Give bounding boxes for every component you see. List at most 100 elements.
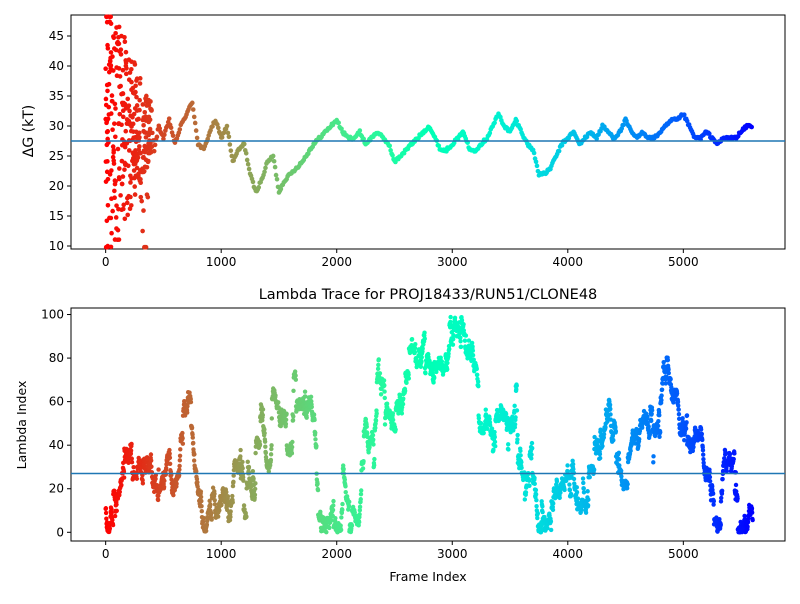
lambda-point <box>419 355 424 360</box>
lambda-point <box>616 450 622 456</box>
lambda-point <box>586 497 591 502</box>
lambda-points <box>103 314 755 535</box>
lambda-point <box>711 502 716 507</box>
lambda-point <box>262 430 267 436</box>
lambda-point <box>651 454 656 459</box>
delta-g-point <box>143 244 149 250</box>
lambda-point <box>463 333 469 338</box>
lambda-point <box>471 357 476 362</box>
lambda-point <box>601 435 607 440</box>
delta-g-point <box>107 172 113 177</box>
lambda-point <box>530 445 535 451</box>
delta-g-point <box>191 114 197 120</box>
lambda-point <box>167 455 173 460</box>
lambda-point <box>645 414 650 419</box>
delta-g-point <box>116 121 122 126</box>
lambda-point <box>659 393 664 398</box>
delta-g-point <box>138 176 143 182</box>
lambda-point <box>732 451 737 456</box>
lambda-point <box>519 465 524 470</box>
lambda-point <box>378 392 384 397</box>
lambda-point <box>476 415 482 421</box>
lambda-point <box>600 443 605 449</box>
lambda-point <box>231 479 236 484</box>
lambda-point <box>318 509 323 514</box>
delta-g-point <box>132 192 138 197</box>
lambda-point <box>283 417 289 423</box>
lambda-point <box>209 510 214 516</box>
delta-g-point <box>146 114 152 120</box>
lambda-point <box>419 359 424 364</box>
lambda-point <box>293 377 299 382</box>
lambda-point <box>303 394 308 399</box>
lambda-point <box>342 477 348 482</box>
lambda-point <box>370 432 376 438</box>
lambda-point <box>674 391 680 396</box>
lambda-point <box>649 408 655 413</box>
lambda-point <box>487 423 493 428</box>
lambda-point <box>701 452 706 457</box>
x-tick-label: 1000 <box>206 547 237 561</box>
lambda-point <box>207 498 212 504</box>
delta-g-point <box>141 154 146 160</box>
delta-g-point <box>115 41 121 47</box>
lambda-point <box>228 514 233 520</box>
lambda-point <box>357 504 363 510</box>
delta-g-point <box>120 108 126 114</box>
lambda-point <box>412 349 418 355</box>
lambda-point <box>575 496 581 501</box>
lambda-point <box>167 461 173 466</box>
delta-g-point <box>162 132 167 138</box>
delta-g-point <box>110 208 115 214</box>
lambda-point <box>550 507 556 513</box>
lambda-point <box>585 489 590 494</box>
delta-g-point <box>361 136 366 142</box>
delta-g-point <box>244 157 250 163</box>
delta-g-point <box>131 111 137 117</box>
lambda-point <box>512 422 518 427</box>
lambda-point <box>532 475 537 481</box>
lambda-point <box>422 336 427 341</box>
lambda-point <box>659 397 664 403</box>
delta-g-point <box>108 111 114 116</box>
lambda-point <box>390 417 396 423</box>
delta-g-point <box>134 78 139 83</box>
lambda-point <box>529 456 534 461</box>
y-tick-label: 100 <box>41 308 64 322</box>
delta-g-point <box>112 237 118 242</box>
lambda-point <box>290 439 295 445</box>
lambda-point <box>554 479 560 484</box>
lambda-point <box>156 493 161 498</box>
delta-g-point <box>104 142 110 148</box>
lambda-point <box>114 502 119 507</box>
lambda-point <box>230 500 235 505</box>
lambda-point <box>245 459 250 465</box>
lambda-point <box>613 424 618 430</box>
delta-g-point <box>161 136 166 142</box>
lambda-point <box>618 468 624 474</box>
delta-g-point <box>118 193 123 198</box>
delta-g-point <box>274 176 280 182</box>
delta-g-point <box>144 93 149 99</box>
lambda-point <box>461 322 466 327</box>
y-tick-label: 30 <box>49 119 64 133</box>
lambda-chart-title: Lambda Trace for PROJ18433/RUN51/CLONE48 <box>259 287 598 303</box>
lambda-point <box>180 435 185 441</box>
lambda-point <box>263 444 268 449</box>
lambda-point <box>349 523 355 528</box>
delta-g-point <box>122 34 127 40</box>
delta-g-point <box>145 158 151 164</box>
lambda-point <box>423 370 428 376</box>
lambda-point <box>478 421 484 426</box>
delta-g-point <box>749 124 754 130</box>
delta-g-point <box>116 66 122 71</box>
lambda-point <box>422 330 427 335</box>
delta-g-point <box>120 114 126 120</box>
lambda-axis-label: Lambda Index <box>14 381 29 470</box>
lambda-point <box>382 422 388 427</box>
lambda-point <box>121 475 127 480</box>
lambda-point <box>629 442 634 448</box>
lambda-point <box>327 525 332 531</box>
lambda-point <box>676 416 682 421</box>
lambda-point <box>447 346 452 352</box>
